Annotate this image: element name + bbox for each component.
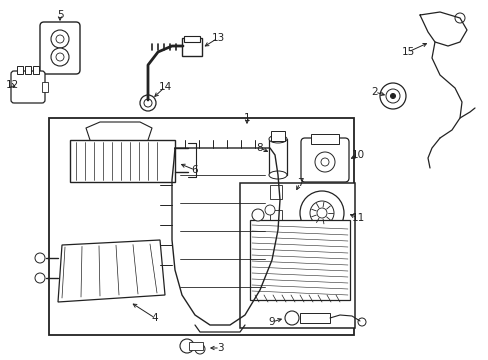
Text: 6: 6 — [191, 165, 198, 175]
Bar — [42, 82, 48, 92]
Ellipse shape — [268, 135, 286, 143]
Circle shape — [309, 201, 333, 225]
Bar — [25, 66, 31, 74]
FancyBboxPatch shape — [301, 138, 348, 182]
Text: 2: 2 — [371, 87, 378, 97]
Text: 12: 12 — [5, 80, 19, 90]
Bar — [240, 183, 354, 328]
Polygon shape — [58, 240, 164, 302]
Text: 4: 4 — [151, 313, 158, 323]
Text: 9: 9 — [268, 317, 275, 327]
Circle shape — [379, 83, 405, 109]
Bar — [268, 139, 286, 175]
Bar — [249, 220, 349, 300]
Circle shape — [195, 344, 204, 354]
Circle shape — [385, 89, 399, 103]
Bar — [183, 36, 200, 42]
Bar — [269, 185, 282, 199]
Circle shape — [320, 158, 328, 166]
Circle shape — [299, 191, 343, 235]
Text: 3: 3 — [216, 343, 223, 353]
Bar — [299, 235, 343, 245]
Bar — [269, 210, 282, 224]
Circle shape — [251, 209, 264, 221]
Text: 1: 1 — [243, 113, 250, 123]
Circle shape — [357, 318, 365, 326]
Text: 14: 14 — [158, 82, 171, 92]
Text: 11: 11 — [351, 213, 364, 223]
Bar — [270, 131, 285, 141]
Circle shape — [140, 95, 156, 111]
FancyBboxPatch shape — [11, 71, 45, 103]
Circle shape — [454, 13, 464, 23]
Circle shape — [56, 35, 64, 43]
Circle shape — [143, 99, 152, 107]
Text: 13: 13 — [211, 33, 224, 43]
Ellipse shape — [268, 171, 286, 179]
Bar — [49, 118, 353, 335]
Text: 8: 8 — [256, 143, 263, 153]
Bar — [269, 260, 282, 274]
Circle shape — [51, 48, 69, 66]
Circle shape — [35, 273, 45, 283]
Circle shape — [316, 208, 326, 218]
Text: 10: 10 — [351, 150, 364, 160]
Circle shape — [180, 339, 194, 353]
Circle shape — [285, 311, 298, 325]
Text: 5: 5 — [57, 10, 63, 20]
Circle shape — [56, 53, 64, 61]
Bar — [33, 66, 39, 74]
Circle shape — [314, 152, 334, 172]
Bar — [269, 235, 282, 249]
Bar — [299, 313, 329, 323]
Bar — [70, 140, 175, 182]
Bar — [310, 134, 338, 144]
Bar — [17, 66, 23, 74]
Circle shape — [390, 94, 395, 99]
Bar — [189, 342, 203, 350]
Text: 15: 15 — [401, 47, 414, 57]
Circle shape — [51, 30, 69, 48]
Text: 7: 7 — [296, 178, 303, 188]
Circle shape — [264, 205, 274, 215]
FancyBboxPatch shape — [40, 22, 80, 74]
Bar — [182, 38, 202, 56]
Circle shape — [35, 253, 45, 263]
